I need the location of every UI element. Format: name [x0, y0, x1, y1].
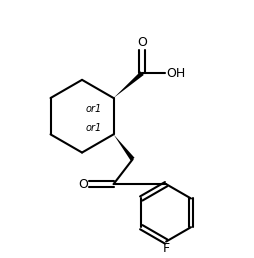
Text: OH: OH: [166, 67, 185, 80]
Text: F: F: [163, 243, 170, 255]
Text: O: O: [137, 36, 147, 49]
Text: or1: or1: [86, 103, 102, 114]
Polygon shape: [114, 134, 135, 161]
Text: or1: or1: [86, 123, 102, 133]
Text: O: O: [78, 178, 88, 191]
Polygon shape: [114, 71, 144, 98]
